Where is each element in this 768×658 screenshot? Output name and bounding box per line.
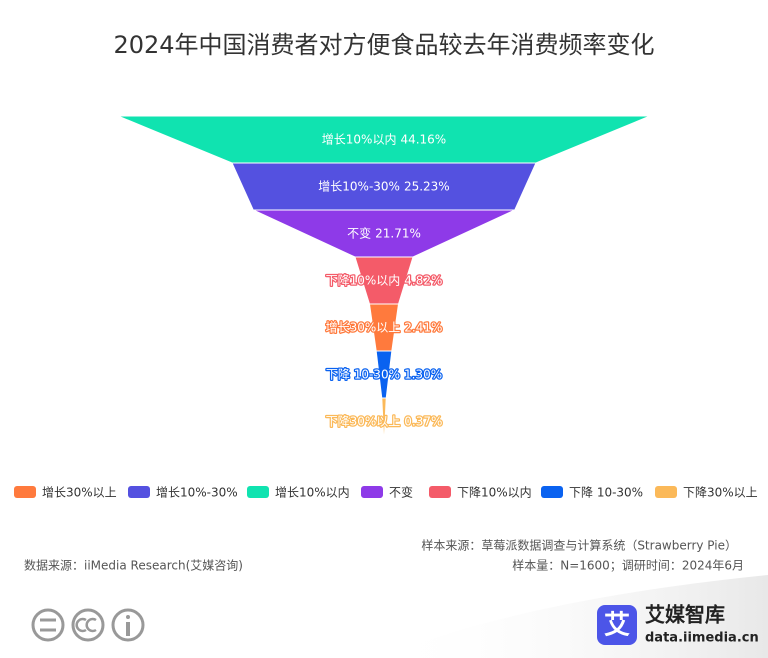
sample-size: 样本量：N=1600；调研时间：2024年6月 [512, 558, 744, 573]
segment-name: 下降10%以内 [326, 273, 401, 287]
funnel: 增长10%以内 44.16% 增长10%-30% 25.23% 不变 21.71% 下降10… [117, 115, 651, 446]
legend-swatch [655, 486, 677, 498]
funnel-segment [381, 397, 387, 446]
logo-char: 艾 [604, 611, 630, 641]
legend-swatch [361, 486, 383, 498]
segment-value: 21.71% [375, 226, 421, 240]
segment-name: 增长10%-30% [318, 179, 400, 193]
segment-label: 不变 21.71% [347, 225, 421, 240]
cc-icons [31, 608, 145, 642]
legend-swatch [429, 486, 451, 498]
legend-label: 增长30%以上 [42, 486, 117, 500]
legend-label: 增长10%-30% [156, 486, 238, 500]
segment-value: 44.16% [400, 132, 446, 146]
footer-band [380, 575, 768, 658]
segment-value: 0.37% [404, 414, 442, 428]
segment-value: 1.30% [404, 367, 442, 381]
segment-value: 25.23% [404, 179, 450, 193]
sample-source: 样本来源：草莓派数据调查与计算系统（Strawberry Pie） [421, 538, 737, 553]
legend-swatch [541, 486, 563, 498]
segment-name: 增长10%以内 [322, 132, 397, 146]
legend-label: 增长10%以内 [275, 486, 350, 500]
legend: 增长30%以上 增长10%-30% 增长10%以内 不变 下降10%以内 下降 10-30… [14, 485, 758, 500]
chart-title: 2024年中国消费者对方便食品较去年消费频率变化 [113, 31, 654, 59]
segment-name: 下降30%以上 [326, 414, 401, 428]
logo-box [597, 605, 637, 645]
segment-label: 下降 10-30% 1.30% [326, 367, 442, 381]
legend-label: 不变 [389, 485, 413, 500]
data-source: 数据来源：iiMedia Research(艾媒咨询) [24, 558, 243, 573]
segment-value: 4.82% [404, 273, 442, 287]
segment-value: 2.41% [404, 320, 442, 334]
legend-swatch [128, 486, 150, 498]
legend-label: 下降30%以上 [683, 486, 758, 500]
legend-swatch [247, 486, 269, 498]
legend-swatch [14, 486, 36, 498]
site: data.iimedia.cn [645, 631, 759, 646]
segment-name: 不变 [347, 225, 371, 240]
segment-name: 下降 10-30% [326, 367, 400, 381]
legend-label: 下降 10-30% [569, 486, 643, 500]
segment-label: 下降30%以上 0.37% [326, 414, 443, 428]
segment-label: 增长10%-30% 25.23% [318, 179, 449, 193]
segment-label: 增长10%以内 44.16% [322, 132, 446, 146]
brand: 艾媒智库 [645, 603, 725, 627]
legend-label: 下降10%以内 [457, 486, 532, 500]
segment-label: 增长30%以上 2.41% [326, 320, 443, 334]
segment-label: 下降10%以内 4.82% [326, 273, 443, 287]
segment-name: 增长30%以上 [326, 320, 401, 334]
